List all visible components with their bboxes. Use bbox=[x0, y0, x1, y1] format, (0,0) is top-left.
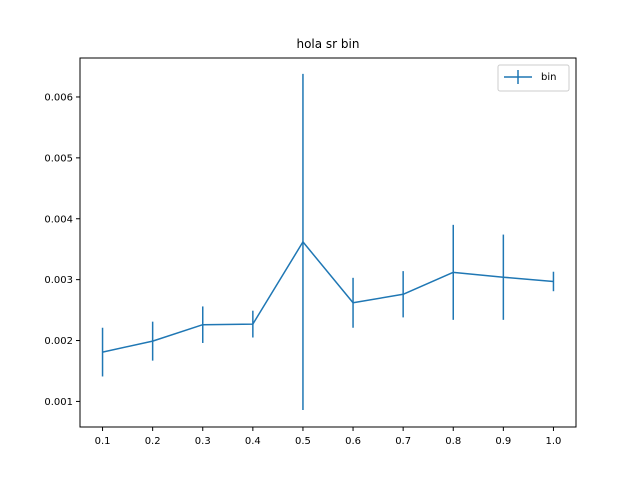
x-tick-label: 0.4 bbox=[245, 436, 261, 447]
legend: bin bbox=[497, 64, 570, 92]
x-tick-label: 0.6 bbox=[345, 436, 361, 447]
x-tick-label: 0.7 bbox=[395, 436, 411, 447]
y-tick-label: 0.001 bbox=[44, 397, 73, 408]
y-tick-label: 0.003 bbox=[44, 275, 73, 286]
x-tick-label: 0.5 bbox=[295, 436, 311, 447]
legend-label-bin: bin bbox=[541, 72, 556, 83]
y-tick-label: 0.004 bbox=[44, 214, 73, 225]
series-line-bin bbox=[102, 241, 554, 353]
plot-frame bbox=[79, 57, 577, 428]
chart-title: hola sr bin bbox=[296, 37, 359, 51]
x-tick-label: 1.0 bbox=[546, 436, 562, 447]
legend-box bbox=[497, 64, 570, 92]
x-tick-label: 0.3 bbox=[195, 436, 211, 447]
y-tick-label: 0.005 bbox=[44, 153, 73, 164]
plot-layer: 0.1 0.2 0.3 0.4 0.5 0.6 0.7 0.8 0.9 1.0 0.001 0.002… bbox=[44, 73, 562, 447]
x-tick-label: 0.9 bbox=[495, 436, 511, 447]
y-tick-label: 0.006 bbox=[44, 92, 73, 103]
x-tick-label: 0.1 bbox=[95, 436, 111, 447]
x-tick-label: 0.2 bbox=[145, 436, 161, 447]
x-tick-label: 0.8 bbox=[445, 436, 461, 447]
y-tick-label: 0.002 bbox=[44, 336, 73, 347]
